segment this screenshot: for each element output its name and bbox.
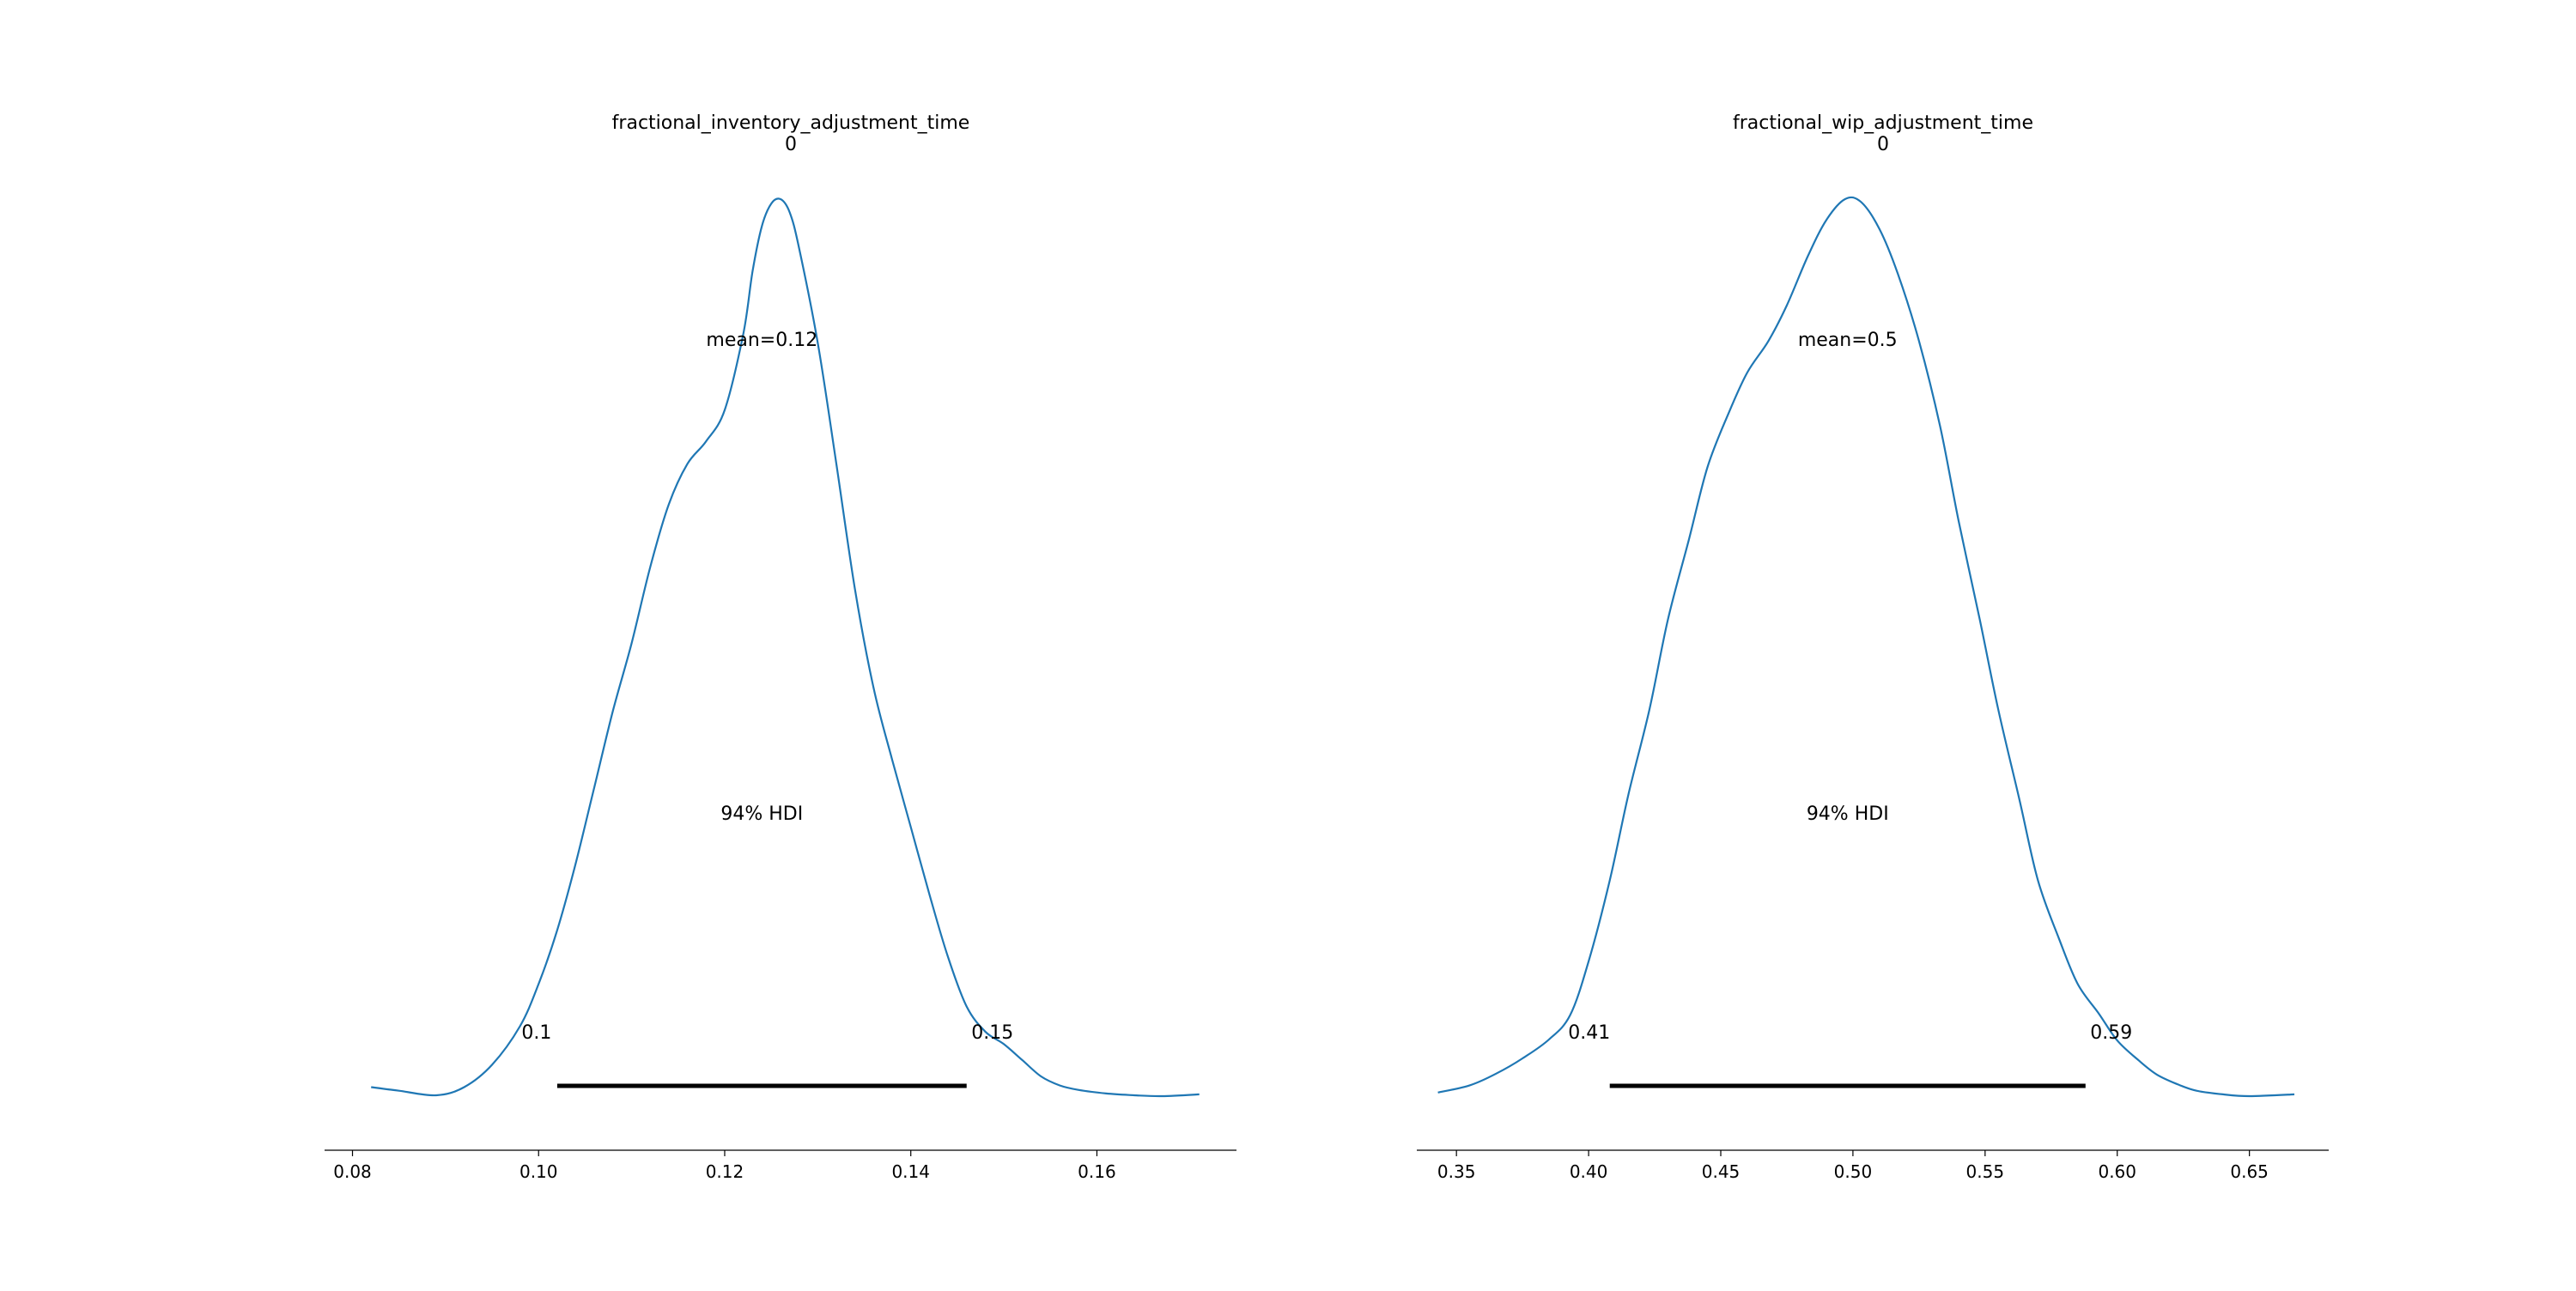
x-tick-label: 0.45 xyxy=(1702,1161,1741,1182)
hdi-high-label: 0.15 xyxy=(971,1022,1013,1044)
x-tick-label: 0.14 xyxy=(891,1161,930,1182)
panel-title: fractional_wip_adjustment_time xyxy=(1733,112,2033,134)
panel-subtitle: 0 xyxy=(1877,134,1889,155)
hdi-high-label: 0.59 xyxy=(2090,1022,2132,1044)
x-tick-label: 0.35 xyxy=(1437,1161,1476,1182)
x-tick-label: 0.12 xyxy=(706,1161,744,1182)
x-tick-label: 0.40 xyxy=(1570,1161,1608,1182)
x-ticks: 0.35 0.40 0.45 0.50 0.55 0.60 0.65 xyxy=(1437,1150,2269,1182)
x-tick-label: 0.08 xyxy=(333,1161,372,1182)
density-curve xyxy=(371,197,1200,1098)
panel-title: fractional_inventory_adjustment_time xyxy=(612,112,970,134)
mean-label: mean=0.5 xyxy=(1798,330,1898,351)
x-tick-label: 0.50 xyxy=(1834,1161,1873,1182)
hdi-low-label: 0.1 xyxy=(521,1022,551,1044)
panel-fractional-inventory-adjustment-time: fractional_inventory_adjustment_time 0 m… xyxy=(325,112,1236,1182)
hdi-low-label: 0.41 xyxy=(1568,1022,1610,1044)
hdi-label: 94% HDI xyxy=(720,803,803,825)
x-tick-label: 0.55 xyxy=(1966,1161,2005,1182)
x-tick-label: 0.65 xyxy=(2230,1161,2269,1182)
x-tick-label: 0.16 xyxy=(1078,1161,1116,1182)
x-ticks: 0.08 0.10 0.12 0.14 0.16 xyxy=(333,1150,1116,1182)
panel-subtitle: 0 xyxy=(785,134,797,155)
hdi-label: 94% HDI xyxy=(1807,803,1889,825)
x-tick-label: 0.10 xyxy=(519,1161,558,1182)
mean-label: mean=0.12 xyxy=(706,330,817,351)
density-curve xyxy=(1437,196,2295,1098)
x-tick-label: 0.60 xyxy=(2098,1161,2136,1182)
panel-fractional-wip-adjustment-time: fractional_wip_adjustment_time 0 mean=0.… xyxy=(1417,112,2329,1182)
